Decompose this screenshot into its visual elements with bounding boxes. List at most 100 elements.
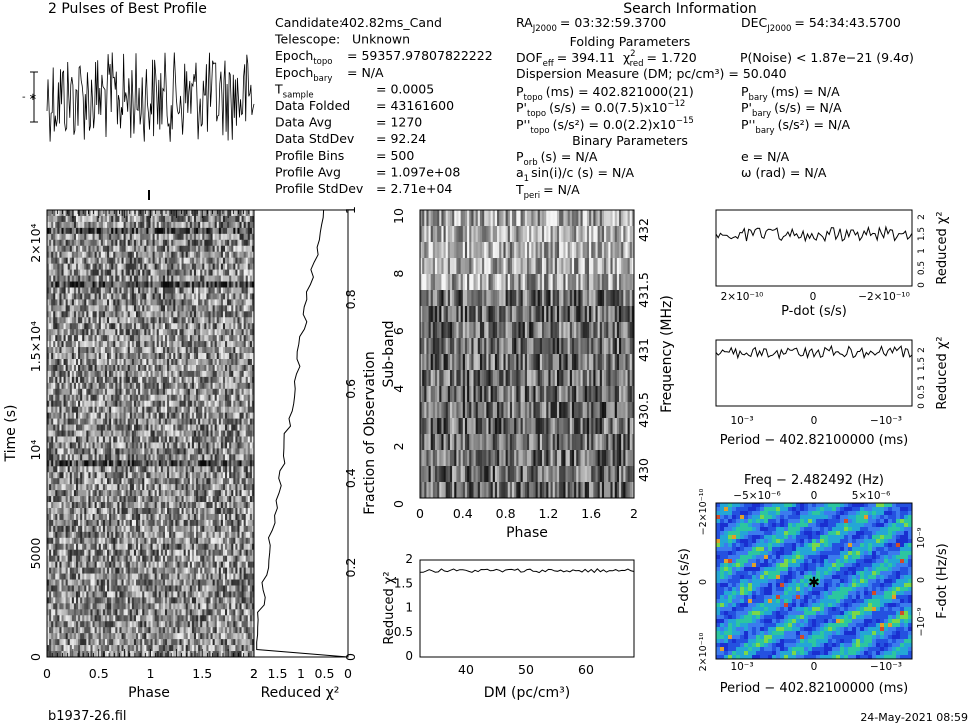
- heatmap-cell: [78, 329, 81, 336]
- heatmap-cell: [218, 442, 222, 449]
- heatmap-cell: [67, 478, 71, 485]
- heatmap-cell: [202, 293, 205, 300]
- heatmap-cell: [113, 215, 116, 223]
- heatmap-cell: [102, 442, 106, 449]
- heatmap-cell: [196, 418, 199, 425]
- heatmap-cell: [107, 454, 110, 461]
- heatmap-cell: [75, 353, 79, 360]
- heatmap-cell: [67, 269, 71, 276]
- heatmap-cell: [49, 502, 52, 509]
- heatmap-cell: [206, 478, 209, 485]
- heatmap-cell: [179, 394, 182, 402]
- heatmap-cell: [69, 335, 73, 342]
- heatmap-cell: [196, 323, 199, 330]
- heatmap-cell: [119, 311, 122, 318]
- heatmap-cell: [229, 436, 232, 443]
- heatmap-cell: [123, 436, 126, 443]
- heatmap-cell: [189, 347, 193, 354]
- heatmap-cell: [49, 335, 52, 342]
- heatmap-cell: [171, 496, 174, 503]
- heatmap-cell: [243, 394, 247, 402]
- heatmap-cell: [53, 406, 56, 413]
- heatmap-cell: [222, 490, 226, 497]
- heatmap-cell: [231, 233, 234, 241]
- heatmap-cell: [225, 400, 228, 407]
- heatmap-cell: [235, 221, 238, 229]
- heatmap-cell: [162, 412, 166, 419]
- heatmap-cell: [206, 269, 209, 276]
- heatmap-cell: [196, 484, 199, 491]
- heatmap-cell: [227, 370, 230, 378]
- heatmap-cell: [179, 460, 182, 467]
- heatmap-cell: [181, 239, 184, 247]
- heatmap-cell: [216, 275, 220, 282]
- heatmap-cell: [100, 430, 104, 437]
- heatmap-cell: [65, 263, 68, 270]
- heatmap-cell: [148, 496, 151, 503]
- heatmap-cell: [80, 382, 83, 390]
- heatmap-cell: [249, 233, 253, 241]
- heatmap-cell: [96, 311, 100, 318]
- heatmap-cell: [90, 311, 93, 318]
- heatmap-cell: [63, 490, 66, 497]
- heatmap-cell: [177, 263, 180, 270]
- heatmap-cell: [208, 370, 211, 378]
- heatmap-cell: [104, 341, 108, 348]
- heatmap-cell: [90, 287, 93, 294]
- heatmap-cell: [162, 221, 166, 229]
- heatmap-cell: [179, 275, 182, 282]
- heatmap-cell: [173, 335, 176, 342]
- heatmap-cell: [235, 239, 238, 247]
- heatmap-cell: [84, 382, 87, 390]
- heatmap-cell: [140, 329, 143, 336]
- heatmap-cell: [216, 329, 220, 336]
- heatmap-cell: [204, 448, 207, 455]
- heatmap-cell: [169, 430, 172, 437]
- heatmap-cell: [196, 269, 199, 276]
- heatmap-cell: [191, 329, 195, 336]
- heatmap-cell: [113, 359, 116, 366]
- heatmap-cell: [191, 484, 195, 491]
- heatmap-cell: [235, 281, 238, 288]
- heatmap-cell: [175, 412, 178, 419]
- heatmap-cell: [94, 323, 97, 330]
- heatmap-cell: [133, 448, 137, 455]
- heatmap-cell: [220, 424, 224, 431]
- heatmap-cell: [225, 454, 228, 461]
- heatmap-cell: [187, 424, 191, 431]
- heatmap-cell: [249, 460, 253, 467]
- heatmap-cell: [100, 210, 104, 217]
- heatmap-cell: [144, 275, 147, 282]
- heatmap-cell: [90, 227, 93, 235]
- heatmap-cell: [107, 347, 110, 354]
- heatmap-cell: [61, 227, 64, 235]
- heatmap-cell: [73, 323, 77, 330]
- heatmap-cell: [179, 496, 182, 503]
- heatmap-cell: [63, 466, 66, 473]
- heatmap-cell: [49, 466, 52, 473]
- heatmap-cell: [251, 311, 255, 318]
- heatmap-cell: [73, 233, 77, 241]
- heatmap-cell: [144, 472, 147, 479]
- heatmap-cell: [98, 245, 102, 253]
- heatmap-cell: [225, 245, 228, 253]
- heatmap-cell: [206, 412, 209, 419]
- heatmap-cell: [150, 347, 153, 354]
- heatmap-cell: [177, 335, 180, 342]
- heatmap-cell: [119, 353, 122, 360]
- heatmap-cell: [251, 472, 255, 479]
- heatmap-cell: [113, 376, 116, 384]
- heatmap-cell: [183, 394, 186, 402]
- heatmap-cell: [80, 496, 83, 503]
- heatmap-cell: [117, 257, 120, 264]
- heatmap-cell: [57, 353, 60, 360]
- heatmap-cell: [88, 382, 91, 390]
- heatmap-cell: [181, 388, 184, 396]
- heatmap-cell: [237, 215, 240, 223]
- heatmap-cell: [115, 490, 118, 497]
- heatmap-cell: [121, 329, 124, 336]
- candidate-info-value: = 59357.97807822222: [347, 48, 493, 63]
- heatmap-cell: [67, 245, 71, 253]
- heatmap-cell: [235, 257, 238, 264]
- heatmap-cell: [115, 347, 118, 354]
